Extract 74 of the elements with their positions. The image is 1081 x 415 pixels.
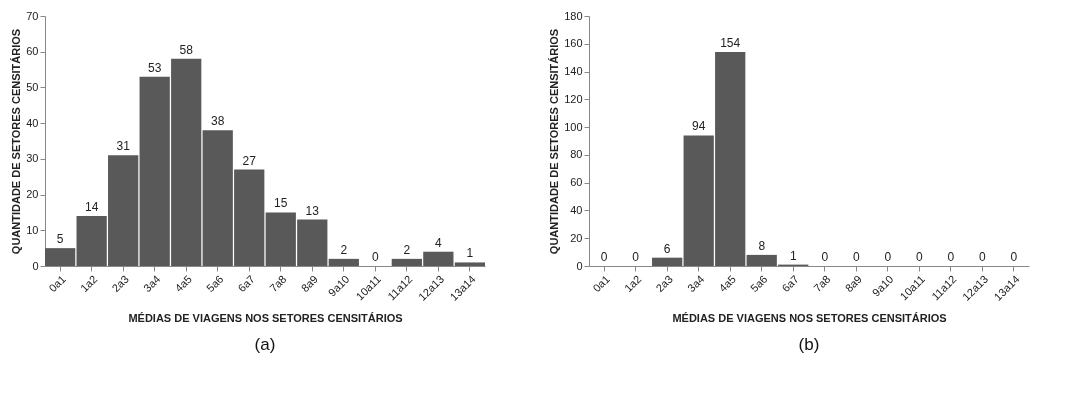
data-label: 15 — [274, 196, 288, 211]
y-tick-label: 80 — [570, 148, 583, 161]
x-tick-label: 7a8 — [811, 272, 833, 295]
x-tick-label: 6a7 — [779, 272, 802, 295]
data-label: 53 — [148, 60, 162, 75]
bar — [652, 257, 683, 266]
y-tick-label: 20 — [26, 188, 39, 201]
x-tick-label: 8a9 — [842, 272, 865, 295]
data-label: 0 — [1010, 250, 1018, 264]
x-tick-label: 2a3 — [109, 272, 131, 295]
data-label: 2 — [340, 242, 348, 257]
y-axis-title: QUANTIDADE DE SETORES CENSITÁRIOS — [10, 28, 23, 255]
bar — [328, 258, 359, 266]
x-tick-label: 6a7 — [235, 272, 258, 295]
data-label: 0 — [600, 250, 608, 264]
y-tick-label: 140 — [564, 65, 583, 78]
x-tick-label: 4a5 — [716, 272, 738, 295]
bar — [45, 248, 76, 266]
x-tick-label: 5a6 — [204, 272, 226, 295]
data-label: 0 — [852, 250, 860, 264]
x-tick-label: 8a9 — [298, 272, 321, 295]
data-label: 5 — [56, 232, 64, 247]
y-tick-label: 180 — [564, 9, 583, 22]
data-label: 154 — [720, 36, 741, 51]
data-label: 0 — [821, 250, 829, 264]
y-tick-label: 60 — [26, 45, 39, 58]
data-label: 0 — [979, 250, 987, 264]
y-tick-label: 40 — [26, 116, 39, 129]
data-label: 0 — [947, 250, 955, 264]
data-label: 94 — [692, 119, 706, 134]
y-tick-label: 50 — [26, 80, 39, 93]
x-tick-label: 1a2 — [77, 272, 100, 295]
data-label: 14 — [84, 200, 99, 214]
y-axis-title: QUANTIDADE DE SETORES CENSITÁRIOS — [548, 28, 561, 255]
data-label: 4 — [435, 235, 443, 250]
y-tick-label: 100 — [564, 120, 583, 133]
x-tick-label: 4a5 — [172, 272, 194, 295]
text: (b) — [798, 335, 820, 355]
x-tick-label: 7a8 — [267, 272, 289, 295]
bar — [454, 262, 485, 266]
data-label: 38 — [211, 114, 225, 129]
x-axis-title: MÉDIAS DE VIAGENS NOS SETORES CENSITÁRIOS — [128, 311, 403, 324]
data-label: 8 — [758, 238, 766, 253]
x-tick-label: 0a1 — [46, 272, 68, 295]
y-tick-label: 0 — [576, 259, 583, 272]
text: (a) — [254, 335, 276, 355]
x-tick-label: 2a3 — [653, 272, 675, 295]
y-tick-label: 10 — [26, 223, 39, 236]
data-label: 58 — [179, 42, 194, 57]
x-tick-label: 0a1 — [590, 272, 612, 295]
y-tick-label: 0 — [32, 259, 39, 272]
data-label: 1 — [466, 246, 474, 261]
x-tick-label: 1a2 — [621, 272, 644, 295]
data-label: 2 — [403, 242, 411, 257]
data-label: 0 — [884, 250, 892, 264]
data-label: 13 — [305, 203, 320, 218]
y-tick-label: 40 — [570, 203, 583, 216]
y-tick-label: 30 — [26, 152, 39, 165]
y-tick-label: 160 — [564, 37, 583, 50]
data-label: 0 — [915, 250, 923, 264]
data-label: 27 — [242, 153, 257, 168]
x-axis-title: MÉDIAS DE VIAGENS NOS SETORES CENSITÁRIOS — [672, 311, 947, 324]
y-tick-label: 60 — [570, 176, 583, 189]
x-tick-label: 3a4 — [141, 272, 163, 295]
data-label: 6 — [663, 241, 671, 256]
x-tick-label: 3a4 — [685, 272, 707, 295]
y-tick-label: 70 — [26, 9, 39, 22]
data-label: 0 — [371, 250, 379, 264]
data-label: 31 — [116, 139, 131, 154]
y-tick-label: 120 — [564, 92, 583, 105]
data-label: 0 — [632, 250, 640, 264]
y-tick-label: 20 — [570, 231, 583, 244]
x-tick-label: 5a6 — [748, 272, 770, 295]
data-label: 1 — [789, 248, 797, 263]
